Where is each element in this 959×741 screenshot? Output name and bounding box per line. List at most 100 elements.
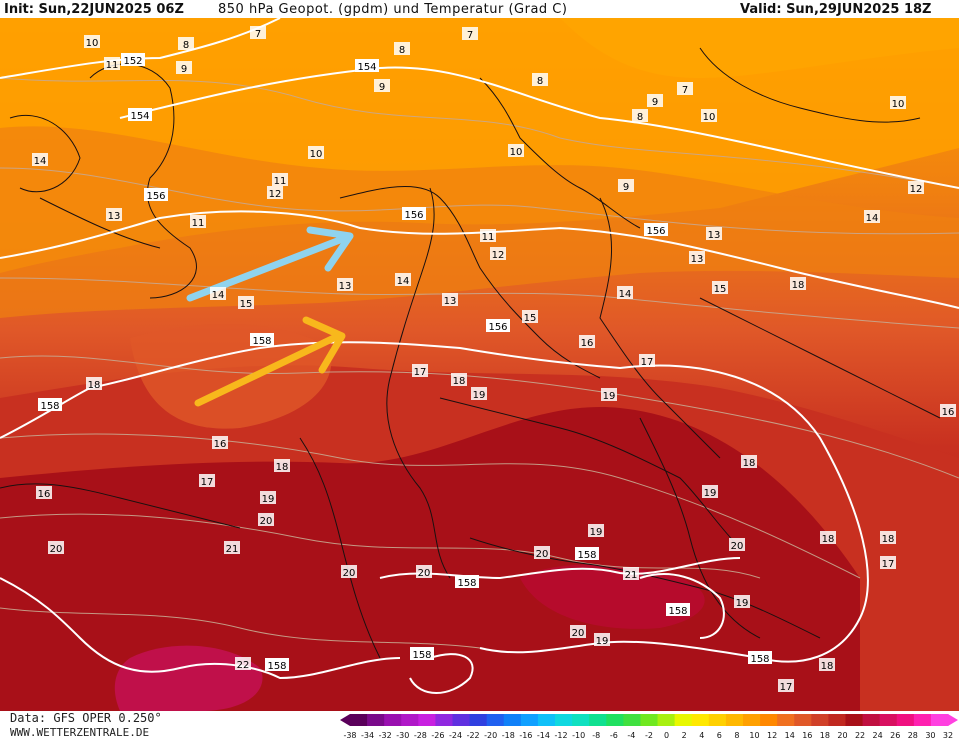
- svg-text:158: 158: [457, 578, 476, 589]
- geopotential-label-layer: 1521541541561561561561581581581581581581…: [38, 53, 772, 672]
- temperature-label: 13: [106, 208, 122, 222]
- svg-text:7: 7: [467, 30, 473, 41]
- colorbar-swatch: [794, 714, 812, 726]
- svg-text:8: 8: [183, 40, 189, 51]
- colorbar-tick-label: -6: [610, 731, 618, 740]
- colorbar-tick-label: -18: [502, 731, 515, 740]
- colorbar-tick-label: 8: [734, 731, 739, 740]
- svg-text:19: 19: [603, 391, 616, 402]
- colorbar-tick-label: 16: [802, 731, 812, 740]
- colorbar-tick-label: 4: [699, 731, 704, 740]
- colorbar-tick-label: -14: [537, 731, 550, 740]
- map-title: 850 hPa Geopot. (gpdm) und Temperatur (G…: [218, 2, 568, 17]
- map-header: Init: Sun,22JUN2025 06Z 850 hPa Geopot. …: [0, 0, 959, 20]
- geopotential-label: 158: [250, 333, 274, 347]
- temperature-label: 19: [702, 485, 718, 499]
- init-time: Init: Sun,22JUN2025 06Z: [4, 2, 184, 17]
- colorbar-swatch: [418, 714, 436, 726]
- svg-text:13: 13: [339, 281, 352, 292]
- temperature-label: 11: [104, 57, 120, 71]
- colorbar-tick-label: -30: [396, 731, 409, 740]
- svg-text:19: 19: [590, 527, 603, 538]
- temperature-label: 18: [451, 373, 467, 387]
- svg-text:156: 156: [404, 210, 423, 221]
- colorbar-swatch: [725, 714, 744, 726]
- colorbar-swatch: [862, 714, 881, 726]
- svg-text:158: 158: [412, 650, 431, 661]
- svg-text:20: 20: [343, 568, 356, 579]
- svg-text:15: 15: [240, 299, 253, 310]
- temperature-zone-crimson2: [114, 645, 263, 711]
- temperature-label: 20: [534, 546, 550, 560]
- temperature-label: 11: [272, 173, 288, 187]
- colorbar-swatch: [896, 714, 915, 726]
- temperature-label: 17: [199, 474, 215, 488]
- svg-text:156: 156: [146, 191, 165, 202]
- svg-text:14: 14: [212, 290, 225, 301]
- country-borders: [0, 47, 941, 659]
- svg-text:18: 18: [821, 661, 834, 672]
- temperature-label: 16: [579, 335, 595, 349]
- temperature-label: 13: [706, 227, 722, 241]
- temperature-label: 19: [260, 491, 276, 505]
- weather-map: 1521541541561561561561581581581581581581…: [0, 18, 959, 711]
- temperature-label: 9: [647, 94, 663, 108]
- svg-text:19: 19: [473, 390, 486, 401]
- svg-text:12: 12: [910, 184, 923, 195]
- temperature-label: 9: [618, 179, 634, 193]
- temperature-label: 15: [712, 281, 728, 295]
- colorbar-swatch: [913, 714, 932, 726]
- temperature-label: 7: [677, 82, 693, 96]
- colorbar-tick-label: -2: [645, 731, 653, 740]
- colorbar-tick-label: -26: [431, 731, 444, 740]
- svg-text:22: 22: [237, 660, 250, 671]
- colorbar-swatch: [520, 714, 539, 726]
- svg-text:17: 17: [641, 357, 654, 368]
- svg-text:156: 156: [646, 226, 665, 237]
- svg-text:9: 9: [379, 82, 385, 93]
- svg-text:21: 21: [226, 544, 239, 555]
- temperature-label: 12: [267, 186, 283, 200]
- svg-text:14: 14: [34, 156, 47, 167]
- colorbar-swatch: [811, 714, 829, 726]
- colorbar-swatch: [537, 714, 556, 726]
- svg-text:154: 154: [130, 111, 149, 122]
- temperature-label: 18: [86, 377, 102, 391]
- colorbar-tick-label: 14: [785, 731, 795, 740]
- colorbar-swatch: [657, 714, 676, 726]
- temperature-label: 10: [308, 146, 324, 160]
- colorbar-swatch: [606, 714, 624, 726]
- svg-text:15: 15: [714, 284, 727, 295]
- svg-text:7: 7: [682, 85, 688, 96]
- temperature-label: 19: [594, 633, 610, 647]
- svg-text:8: 8: [537, 76, 543, 87]
- svg-text:9: 9: [652, 97, 658, 108]
- temperature-label: 10: [701, 109, 717, 123]
- temperature-label: 8: [632, 109, 648, 123]
- temperature-label: 8: [178, 37, 194, 51]
- geopotential-label: 154: [355, 59, 379, 73]
- temperature-label: 10: [890, 96, 906, 110]
- geopotential-label: 156: [402, 207, 426, 221]
- colorbar-swatch: [435, 714, 454, 726]
- svg-text:20: 20: [260, 516, 273, 527]
- colorbar-tick-label: -38: [343, 731, 356, 740]
- colorbar-swatch: [469, 714, 488, 726]
- svg-text:158: 158: [252, 336, 271, 347]
- svg-text:158: 158: [40, 401, 59, 412]
- colorbar-end-right: [948, 714, 958, 726]
- temperature-label: 9: [374, 79, 390, 93]
- temperature-label: 14: [210, 287, 226, 301]
- isotherms: [0, 77, 959, 649]
- geopotential-label: 156: [486, 319, 510, 333]
- colorbar-end-left: [340, 714, 350, 726]
- colorbar-tick-label: -16: [519, 731, 532, 740]
- website-credit: WWW.WETTERZENTRALE.DE: [10, 726, 150, 739]
- colorbar-tick-label: -22: [467, 731, 480, 740]
- svg-text:19: 19: [704, 488, 717, 499]
- temperature-label: 14: [617, 286, 633, 300]
- svg-text:8: 8: [399, 45, 405, 56]
- svg-text:18: 18: [743, 458, 756, 469]
- temperature-label: 14: [395, 273, 411, 287]
